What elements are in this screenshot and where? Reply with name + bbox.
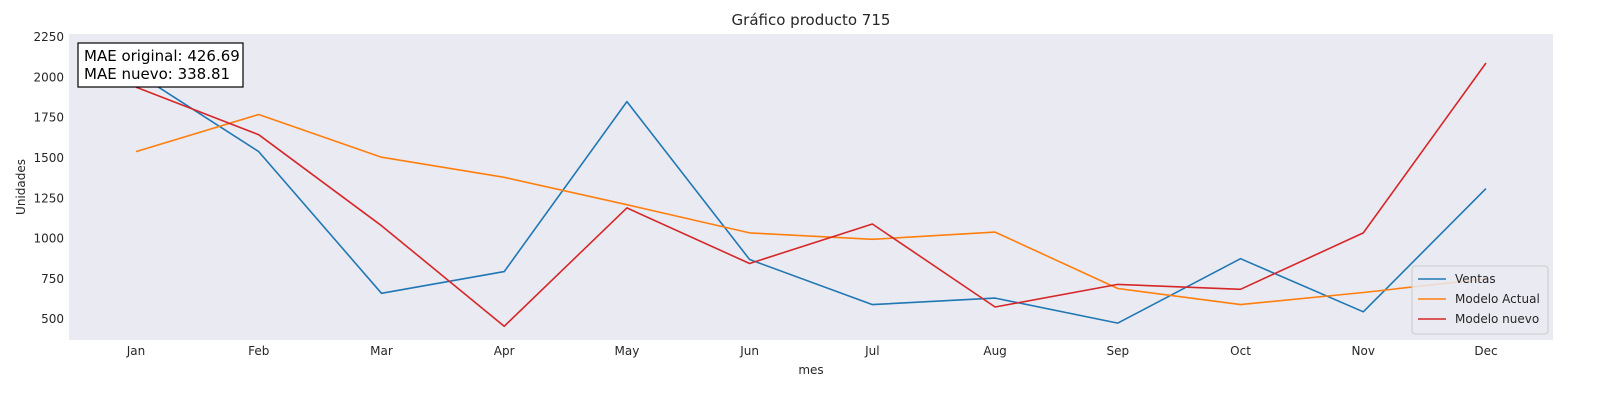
legend-label: Modelo Actual	[1455, 292, 1540, 306]
chart-marks: 500 750 1000 1250 1500 1750 2000 2250 Jan Feb Mar A…	[33, 30, 1497, 358]
y-tick-label: 2250	[33, 30, 64, 44]
mae-annotation-box: MAE original: 426.69 MAE nuevo: 338.81	[77, 42, 244, 88]
mae-nuevo-text: MAE nuevo: 338.81	[84, 65, 230, 83]
legend-label: Ventas	[1455, 272, 1496, 286]
plot-area	[69, 34, 1553, 340]
series-line-modelo-nuevo	[135, 62, 1487, 328]
x-tick-label: Jan	[126, 344, 146, 358]
y-tick-label: 750	[41, 272, 64, 286]
y-tick-label: 1250	[33, 191, 64, 205]
x-tick-label: Jul	[864, 344, 879, 358]
x-tick-label: Nov	[1352, 344, 1375, 358]
x-tick-label: Dec	[1474, 344, 1497, 358]
x-tick-label: May	[615, 344, 640, 358]
x-tick-label: Jun	[739, 344, 759, 358]
series-line-ventas	[135, 72, 1487, 324]
legend-frame	[1411, 265, 1549, 335]
x-tick-label: Aug	[983, 344, 1006, 358]
legend: Ventas Modelo Actual Modelo nuevo	[1411, 265, 1549, 335]
chart-title: Gráfico producto 715	[732, 11, 891, 29]
x-tick-label: Mar	[370, 344, 393, 358]
mae-original-text: MAE original: 426.69	[84, 47, 240, 65]
y-axis-label: Unidades	[14, 159, 28, 215]
annotation-box	[77, 42, 244, 88]
y-tick-label: 1000	[33, 232, 64, 246]
x-tick-label: Apr	[494, 344, 515, 358]
x-tick-label: Feb	[248, 344, 269, 358]
y-tick-label: 500	[41, 312, 64, 326]
y-tick-label: 2000	[33, 70, 64, 84]
y-tick-label: 1500	[33, 151, 64, 165]
x-axis-label: mes	[798, 363, 823, 377]
x-tick-label: Sep	[1107, 344, 1130, 358]
series-line-modelo-actual	[135, 113, 1487, 306]
x-tick-label: Oct	[1230, 344, 1251, 358]
y-tick-label: 1750	[33, 111, 64, 125]
legend-label: Modelo nuevo	[1455, 312, 1539, 326]
